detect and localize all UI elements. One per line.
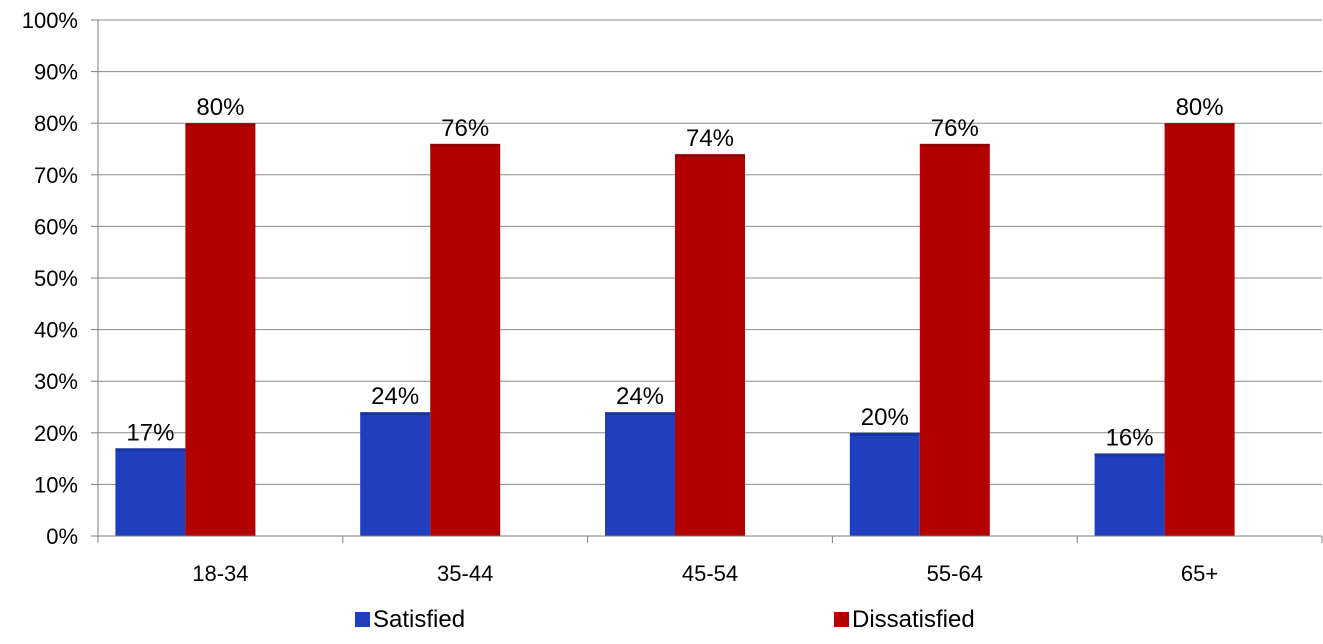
bar-satisfied-45-54 — [605, 412, 675, 536]
x-tick-label: 45-54 — [682, 561, 738, 586]
data-label-satisfied-35-44: 24% — [371, 383, 419, 410]
y-tick-label: 50% — [34, 266, 78, 291]
y-tick-label: 20% — [34, 421, 78, 446]
y-tick-label: 30% — [34, 369, 78, 394]
legend-label-satisfied: Satisfied — [373, 606, 465, 633]
y-tick-label: 10% — [34, 472, 78, 497]
x-tick-label: 18-34 — [192, 561, 248, 586]
bar-satisfied-65+ — [1094, 453, 1165, 536]
x-tick-label: 55-64 — [927, 561, 983, 586]
bar-satisfied-35-44 — [360, 412, 431, 536]
y-axis-tick-labels: 0% 10% 20% 30% 40% 50% 60% 70% 80% 90% 100% — [22, 8, 78, 549]
y-tick-label: 0% — [46, 524, 78, 549]
bar-top-shade — [675, 154, 745, 158]
bar-satisfied-18-34 — [115, 448, 186, 536]
data-label-satisfied-18-34: 17% — [126, 419, 174, 446]
y-tick-label: 90% — [34, 60, 78, 85]
legend-label-dissatisfied: Dissatisfied — [852, 606, 975, 633]
data-label-satisfied-55-64: 20% — [861, 404, 909, 431]
bar-top-shade — [430, 143, 501, 147]
bar-satisfied-55-64 — [849, 432, 920, 536]
bar-dissatisfied-35-44 — [430, 143, 501, 536]
bars — [115, 123, 1235, 536]
bar-top-shade — [185, 123, 256, 127]
x-axis-tick-labels: 18-34 35-44 45-54 55-64 65+ — [192, 561, 1218, 586]
bar-top-shade — [605, 412, 675, 416]
legend: Satisfied Dissatisfied — [355, 606, 975, 633]
data-label-dissatisfied-55-64: 76% — [931, 115, 979, 142]
data-label-dissatisfied-18-34: 80% — [196, 94, 244, 121]
axes — [97, 20, 1323, 543]
bar-top-shade — [1094, 453, 1165, 457]
y-tick-label: 80% — [34, 111, 78, 136]
bar-top-shade — [919, 143, 990, 147]
legend-swatch-satisfied — [355, 612, 370, 627]
bar-top-shade — [115, 448, 186, 452]
bar-top-shade — [849, 432, 920, 436]
bar-dissatisfied-18-34 — [185, 123, 256, 536]
data-label-dissatisfied-35-44: 76% — [441, 115, 489, 142]
x-tick-label: 35-44 — [437, 561, 493, 586]
legend-swatch-dissatisfied — [834, 612, 849, 627]
data-labels: 17% 80% 24% 76% 24% 74% 20% 76% 16% 80% — [126, 94, 1223, 451]
y-tick-label: 60% — [34, 214, 78, 239]
bar-top-shade — [360, 412, 431, 416]
bar-top-shade — [1164, 123, 1235, 127]
x-tick-label: 65+ — [1181, 561, 1218, 586]
y-tick-label: 40% — [34, 318, 78, 343]
data-label-dissatisfied-65+: 80% — [1176, 94, 1224, 121]
data-label-dissatisfied-45-54: 74% — [686, 125, 734, 152]
y-tick-label: 100% — [22, 8, 78, 33]
bar-dissatisfied-55-64 — [919, 143, 990, 536]
data-label-satisfied-65+: 16% — [1106, 424, 1154, 451]
data-label-satisfied-45-54: 24% — [616, 383, 664, 410]
bar-dissatisfied-45-54 — [675, 154, 745, 536]
y-tick-label: 70% — [34, 163, 78, 188]
bar-dissatisfied-65+ — [1164, 123, 1235, 536]
